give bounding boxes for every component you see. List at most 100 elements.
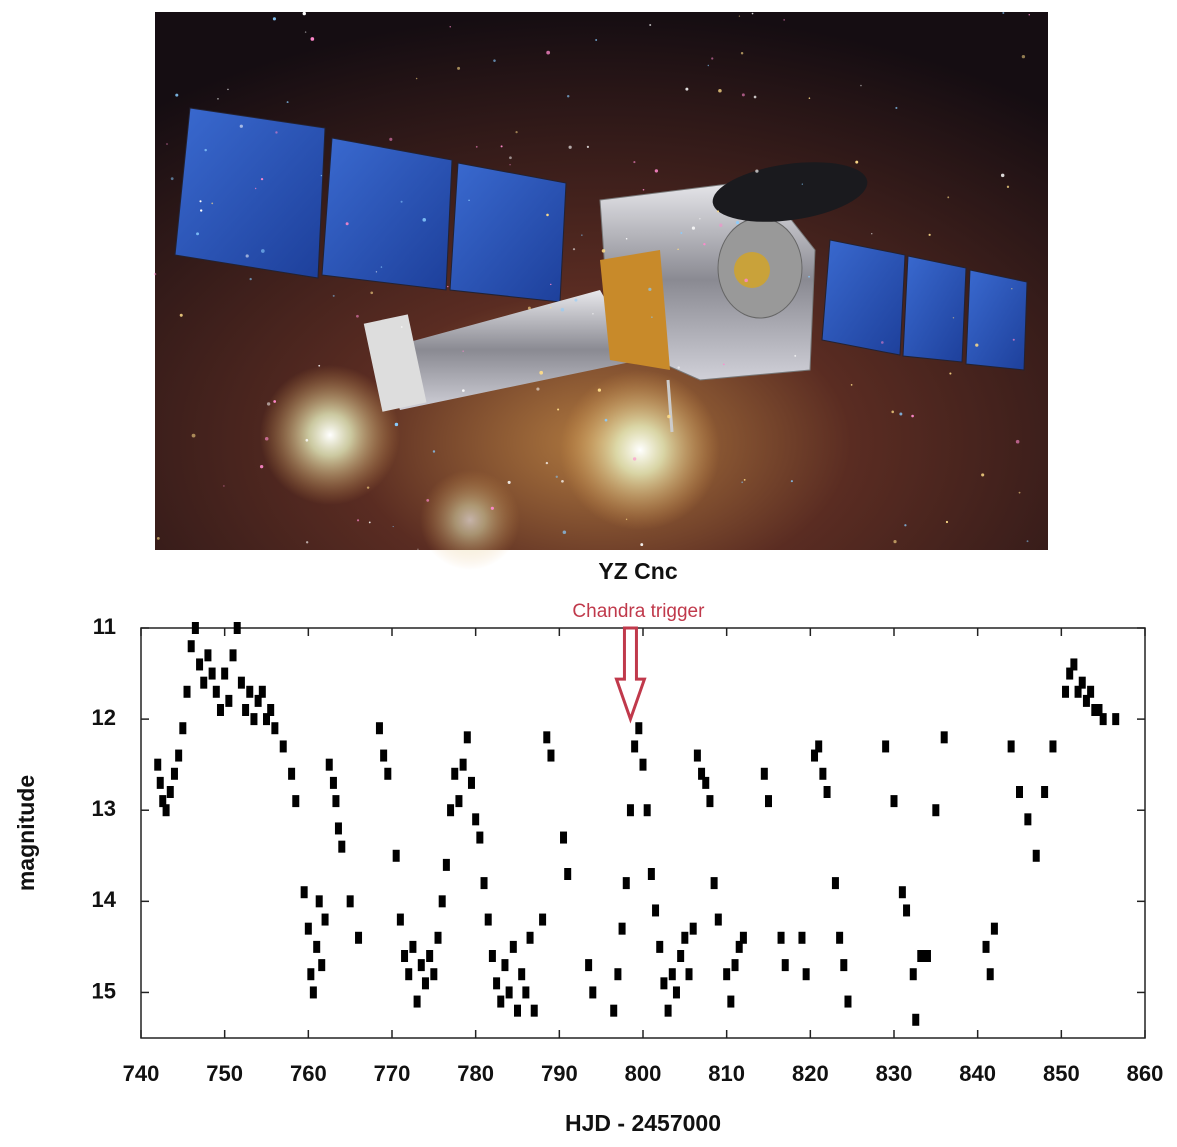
y-axis-label: magnitude [13,775,39,891]
data-point [1016,786,1023,798]
star [462,350,464,352]
data-point [380,749,388,762]
data-point [518,968,526,981]
data-point [530,1004,538,1017]
star [392,525,394,528]
star [249,277,252,281]
data-point [166,786,174,798]
star [947,196,950,199]
data-point [940,731,948,744]
star [911,414,914,418]
star [166,143,168,145]
data-point [526,931,534,944]
data-point [585,959,593,972]
data-point [917,950,925,962]
data-point [986,968,994,981]
data-point [693,749,701,762]
star [546,50,551,55]
data-point [723,968,731,981]
star [261,249,265,253]
data-point [685,968,693,981]
star [597,388,602,392]
star [649,23,652,26]
data-point [739,931,747,944]
x-tick-label: 750 [206,1061,243,1086]
star [500,145,503,148]
data-point [318,959,326,972]
data-point [156,776,164,789]
data-point [170,767,178,780]
data-point [1082,694,1090,707]
star [975,343,979,347]
data-point [643,804,651,817]
star [475,145,478,148]
plot-frame [140,627,1146,1039]
star [691,226,696,230]
data-point [647,868,655,880]
data-point [225,694,233,707]
star [893,540,897,544]
star [545,461,549,465]
star [625,518,628,521]
star [239,124,243,128]
data-point [1066,667,1074,680]
star [1018,491,1021,494]
data-point [990,922,998,935]
star [753,95,757,99]
data-point [346,895,354,908]
star [790,480,793,483]
data-point [1091,704,1099,716]
data-point [250,713,258,726]
data-point [698,767,706,780]
data-point [300,886,308,899]
y-tick-label: 14 [92,887,117,912]
star [949,372,952,375]
star [1002,11,1005,14]
star [743,478,746,481]
data-point [618,922,626,935]
data-point [635,722,643,735]
star [871,232,873,235]
data-point [660,977,668,990]
star [305,541,309,544]
star [751,12,754,15]
data-point [882,740,890,753]
star [400,200,403,203]
star [1026,540,1029,543]
data-point [325,758,333,771]
star [801,183,803,185]
star [432,450,436,453]
data-point [1024,813,1032,826]
star [507,480,511,484]
star [356,314,359,318]
data-point [735,940,743,953]
star [881,341,884,344]
star [515,130,518,134]
star [204,148,207,152]
data-point [631,740,639,753]
star [1028,14,1030,16]
data-point [823,786,831,798]
data-point [447,804,455,817]
star [560,307,565,312]
data-point [313,940,321,953]
data-point [589,986,597,999]
star [952,317,955,319]
star [899,412,903,416]
star [199,209,203,212]
data-point [442,858,450,871]
star [370,291,374,295]
star [389,137,393,141]
data-point [564,868,572,880]
stars [153,11,1030,550]
data-point [1049,740,1057,753]
star [568,145,572,149]
data-point [267,704,275,716]
star [273,400,277,403]
star [1012,338,1015,341]
star [422,218,427,222]
star [356,519,360,522]
data-point [639,758,647,771]
data-point [237,676,245,689]
star [640,543,644,547]
